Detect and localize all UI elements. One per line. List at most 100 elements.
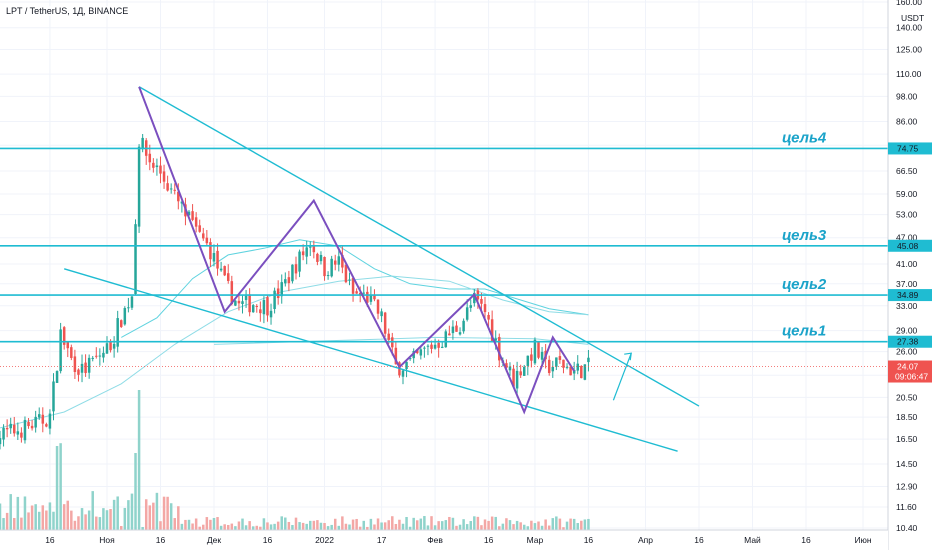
candle: [490, 319, 494, 341]
candle: [280, 282, 283, 297]
candle: [70, 347, 73, 358]
pattern-lines[interactable]: [138, 86, 576, 415]
volume-bar: [562, 527, 565, 530]
candle: [0, 438, 2, 445]
volume-bar: [98, 517, 102, 530]
volume-bar: [426, 525, 430, 530]
volume-bar: [109, 508, 112, 530]
candle: [112, 343, 116, 349]
candle: [141, 137, 144, 150]
candle: [109, 341, 112, 351]
candle: [251, 305, 255, 313]
trend-line[interactable]: [63, 268, 678, 452]
candle: [362, 292, 366, 294]
candle: [373, 295, 376, 300]
time-tick-label: Июн: [854, 535, 871, 545]
current-price-tag[interactable]: [888, 360, 932, 383]
candle: [219, 268, 223, 271]
candle: [569, 366, 572, 376]
candle: [522, 366, 526, 376]
projection-arrow-head: [624, 352, 632, 361]
countdown-text: 09:06:47: [895, 372, 928, 382]
price-tick-label: 14.50: [896, 459, 918, 469]
candle: [259, 309, 262, 314]
trend-line[interactable]: [138, 86, 700, 407]
volume-bar: [244, 525, 248, 530]
level-price-tag[interactable]: [888, 239, 932, 252]
price-tick-label: 10.40: [896, 523, 918, 533]
candle: [52, 381, 55, 412]
candle: [565, 366, 569, 368]
candle: [73, 356, 77, 373]
candle: [276, 288, 280, 299]
price-tick-label: 18.50: [896, 412, 918, 422]
candle: [177, 191, 180, 202]
volume-bar: [273, 523, 276, 530]
candle: [41, 414, 45, 424]
candle: [526, 355, 530, 366]
candle: [498, 337, 501, 361]
volume-bar: [480, 525, 483, 530]
projection-arrow[interactable]: [612, 352, 632, 401]
candle: [355, 291, 358, 294]
candle: [130, 296, 134, 308]
volume-bar: [2, 518, 5, 530]
price-tick-label: 86.00: [896, 116, 918, 126]
zigzag-pattern[interactable]: [138, 86, 576, 415]
volume-bar: [316, 520, 319, 530]
trend-lines[interactable]: [63, 86, 700, 452]
candle: [87, 357, 91, 373]
time-axis[interactable]: 16 Ноя 16 Дек 16 2022 17 Фев 16 Мар 16 Апр 16 Май 16 Ию…: [0, 529, 888, 550]
candle: [537, 341, 540, 358]
volume-bar: [383, 522, 387, 530]
price-tick-label: 12.90: [896, 482, 918, 492]
horizontal-levels[interactable]: цель4 цель3 цель2 цель1: [0, 129, 888, 343]
candle: [226, 273, 230, 281]
candle: [169, 188, 173, 190]
candle: [416, 349, 419, 354]
ma-flat-line: [213, 336, 589, 345]
candle: [30, 425, 34, 429]
candle: [180, 201, 184, 204]
level-price-tag[interactable]: [888, 335, 932, 348]
volume-bar: [387, 520, 390, 530]
candle: [494, 338, 497, 341]
level-price-tag[interactable]: [888, 142, 932, 155]
volume-bar: [209, 519, 212, 530]
candle: [37, 414, 41, 418]
volume-bar: [469, 521, 472, 530]
candle: [473, 292, 476, 304]
candle: [323, 256, 326, 277]
volume-bar: [326, 526, 330, 530]
candle: [455, 325, 458, 332]
symbol-title[interactable]: LPT / TetherUS, 1Д, BINANCE: [4, 6, 131, 16]
moving-averages: [0, 239, 589, 429]
candle: [273, 290, 276, 310]
candle: [27, 421, 30, 427]
candle: [505, 363, 508, 368]
candle: [244, 295, 248, 301]
level-price-tag[interactable]: [888, 289, 932, 302]
candle: [380, 311, 383, 317]
volume-bar: [312, 520, 316, 530]
volume-bar: [512, 524, 515, 530]
volume-bar: [216, 517, 219, 530]
candle: [515, 370, 519, 389]
candle: [351, 277, 355, 294]
volume-bar: [544, 519, 547, 530]
volume-bar: [522, 524, 526, 530]
candle: [540, 351, 544, 360]
candle: [562, 359, 565, 368]
volume-bar: [55, 446, 59, 530]
volume-bar: [205, 517, 209, 530]
candle: [423, 347, 426, 349]
candle: [298, 251, 301, 272]
target-label-3: цель2: [782, 276, 827, 293]
candle: [465, 307, 469, 320]
volume-bar: [348, 524, 351, 530]
volume-bar: [333, 518, 337, 530]
candle: [137, 146, 141, 227]
